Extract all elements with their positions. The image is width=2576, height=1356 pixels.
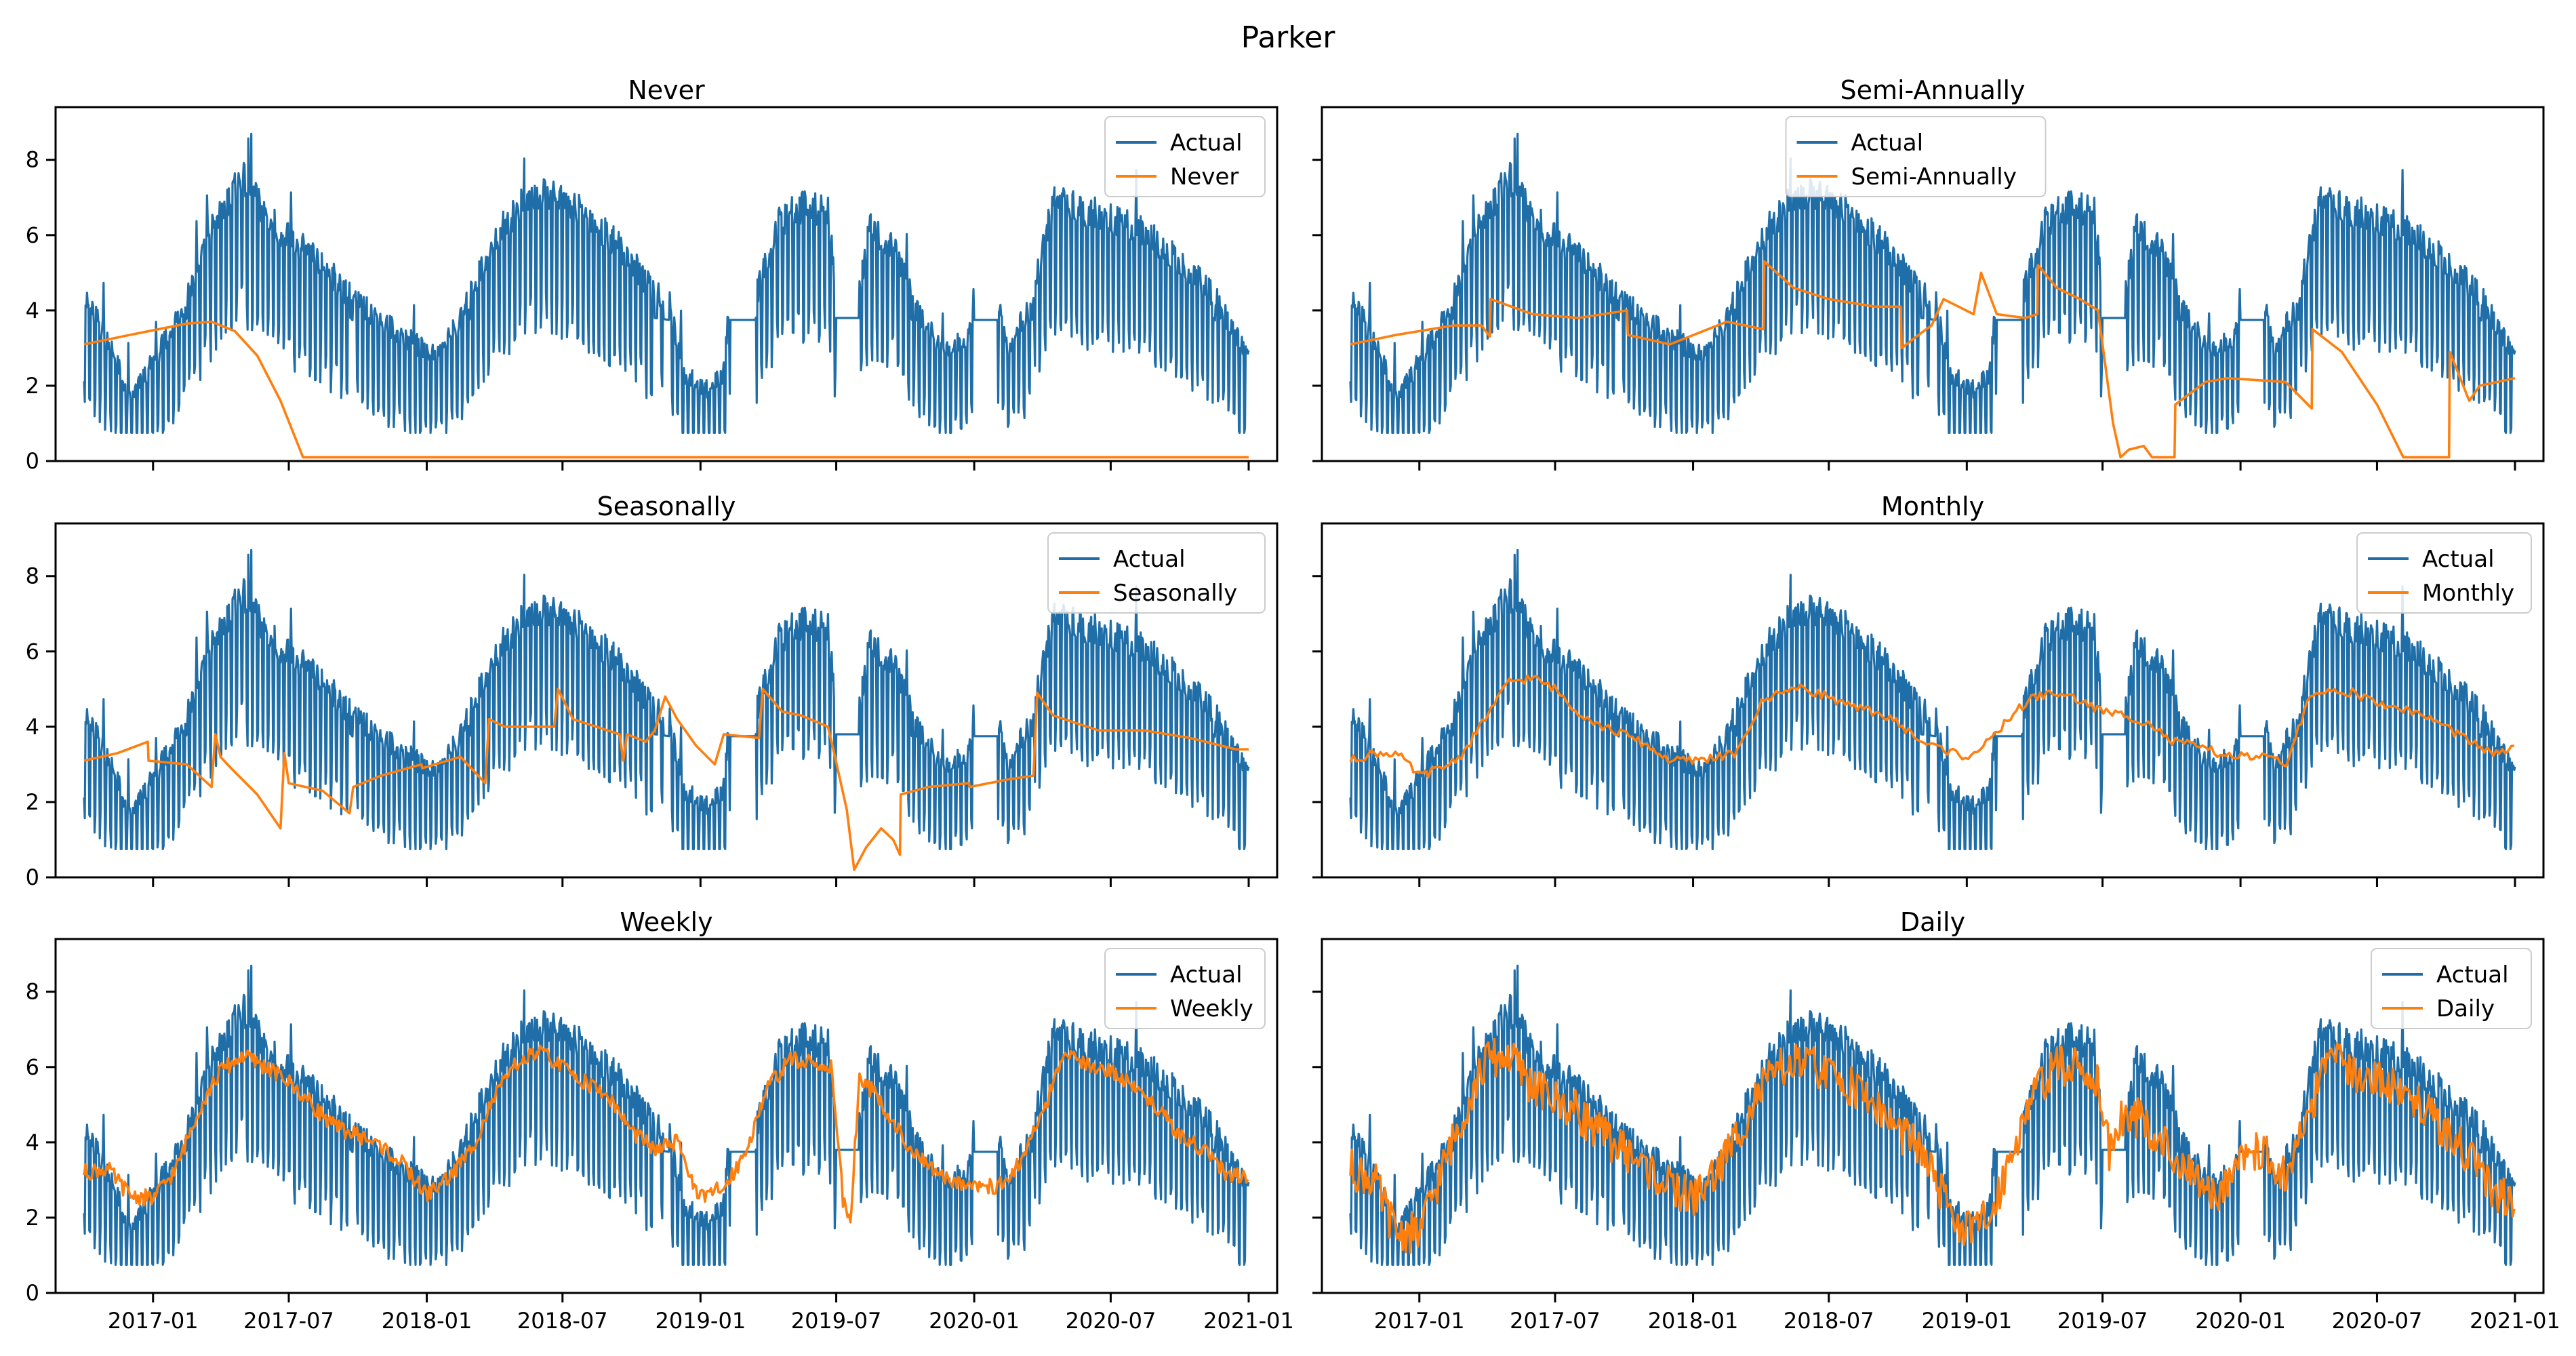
plot-area xyxy=(1349,964,2516,1266)
legend-entry-label: Semi-Annually xyxy=(1851,163,2017,191)
plot-area xyxy=(1349,549,2516,850)
x-tick-label: 2020-01 xyxy=(2195,1308,2286,1334)
x-tick-label: 2019-07 xyxy=(791,1308,882,1334)
legend-box xyxy=(1047,532,1266,614)
x-tick-label: 2017-07 xyxy=(1510,1308,1601,1334)
x-tick-label: 2020-07 xyxy=(1066,1308,1156,1334)
legend-entry-label: Daily xyxy=(2436,995,2495,1022)
y-tick-label: 6 xyxy=(26,1054,39,1080)
y-tick-label: 4 xyxy=(26,714,39,740)
legend: Actual Monthly xyxy=(2356,532,2532,614)
x-tick-label: 2018-07 xyxy=(1784,1308,1874,1334)
y-tick-label: 0 xyxy=(26,1280,39,1306)
legend-box xyxy=(1785,116,2047,197)
subplot-title: Weekly xyxy=(620,907,712,937)
legend: Actual Semi-Annually xyxy=(1785,116,2047,197)
axes-frame xyxy=(1321,106,2545,462)
series-actual-line xyxy=(83,132,1250,434)
subplot-title: Monthly xyxy=(1881,492,1984,521)
y-tick-label: 0 xyxy=(26,864,39,890)
x-tick-label: 2021-01 xyxy=(1203,1308,1294,1334)
series-actual-line xyxy=(1349,964,2516,1266)
y-tick-label: 2 xyxy=(26,1205,39,1231)
subplot-title: Semi-Annually xyxy=(1840,75,2025,105)
y-tick-label: 8 xyxy=(26,979,39,1005)
figure-title: Parker xyxy=(1241,20,1336,55)
legend: Actual Daily xyxy=(2371,948,2532,1029)
axes-frame xyxy=(54,938,1279,1294)
legend-entry-label: Actual xyxy=(1851,129,1924,157)
y-tick-label: 4 xyxy=(26,1130,39,1155)
x-tick-label: 2021-01 xyxy=(2470,1308,2560,1334)
y-tick-label: 0 xyxy=(26,448,39,474)
plot-area xyxy=(1349,132,2516,459)
x-tick-label: 2017-01 xyxy=(108,1308,199,1334)
plot-area xyxy=(83,549,1250,871)
series-actual-line xyxy=(1349,132,2516,434)
series-daily-line xyxy=(1349,1037,2516,1254)
axes-frame xyxy=(54,106,1279,462)
subplot-weekly: Weekly 0 2 4 6 8 2017-01 2017-07 2018-01 2018-07 2… xyxy=(26,907,1294,1334)
series-actual-line xyxy=(83,549,1250,850)
x-tick-label: 2017-01 xyxy=(1374,1308,1465,1334)
series-semi-annually-line xyxy=(1350,260,2516,459)
series-weekly-line xyxy=(83,1044,1249,1224)
series-seasonally-line xyxy=(83,687,1249,871)
subplot-title: Seasonally xyxy=(597,492,736,521)
plot-area xyxy=(83,132,1250,459)
subplot-title: Daily xyxy=(1900,907,1965,937)
y-tick-label: 2 xyxy=(26,373,39,399)
legend-entry-label: Actual xyxy=(2436,961,2509,989)
x-tick-label: 2018-01 xyxy=(1648,1308,1739,1334)
y-tick-label: 2 xyxy=(26,789,39,815)
y-tick-label: 6 xyxy=(26,639,39,664)
legend-entry-label: Actual xyxy=(1170,129,1243,157)
legend-entry-label: Seasonally xyxy=(1113,580,1237,607)
axes-frame xyxy=(1321,522,2545,879)
x-tick-label: 2018-07 xyxy=(517,1308,608,1334)
legend-entry-label: Monthly xyxy=(2422,580,2514,607)
y-tick-label: 6 xyxy=(26,222,39,248)
subplot-semi-annually: Semi-Annually Actual Semi-Annually xyxy=(1312,75,2545,471)
subplot-daily: Daily 2017-01 2017-07 2018-01 2018-07 2019-01… xyxy=(1312,907,2560,1334)
x-tick-label: 2020-07 xyxy=(2332,1308,2423,1334)
y-tick-label: 8 xyxy=(26,563,39,589)
subplot-title: Never xyxy=(628,75,705,105)
legend-entry-label: Never xyxy=(1170,163,1239,191)
axes-frame xyxy=(54,522,1279,879)
x-tick-label: 2018-01 xyxy=(382,1308,472,1334)
series-never-line xyxy=(83,320,1249,459)
subplot-never: Never 0 2 4 6 8 Actual Never xyxy=(26,75,1279,474)
series-actual-line xyxy=(83,964,1250,1266)
x-tick-label: 2020-01 xyxy=(929,1308,1020,1334)
series-actual-line xyxy=(1349,549,2516,850)
legend: Actual Weekly xyxy=(1104,948,1266,1029)
y-tick-label: 4 xyxy=(26,298,39,323)
series-monthly-line xyxy=(1349,674,2515,779)
x-tick-label: 2019-01 xyxy=(655,1308,746,1334)
subplot-grid: Never02468ActualNeverSemi-AnnuallyActual… xyxy=(26,75,2560,1334)
axes-frame xyxy=(1321,938,2545,1294)
subplot-monthly: Monthly Actual Monthly xyxy=(1312,492,2545,887)
legend: Actual Never xyxy=(1104,116,1266,197)
x-tick-label: 2019-01 xyxy=(1921,1308,2012,1334)
legend-entry-label: Actual xyxy=(1113,546,1186,573)
legend-entry-label: Weekly xyxy=(1170,995,1253,1022)
legend: Actual Seasonally xyxy=(1047,532,1266,614)
y-tick-label: 8 xyxy=(26,147,39,173)
legend-entry-label: Actual xyxy=(2422,546,2495,573)
subplot-seasonally: Seasonally 0 2 4 6 8 Actual Seasonally xyxy=(26,492,1279,890)
legend-entry-label: Actual xyxy=(1170,961,1243,989)
x-tick-label: 2017-07 xyxy=(243,1308,334,1334)
x-tick-label: 2019-07 xyxy=(2057,1308,2148,1334)
plot-area xyxy=(83,964,1250,1266)
